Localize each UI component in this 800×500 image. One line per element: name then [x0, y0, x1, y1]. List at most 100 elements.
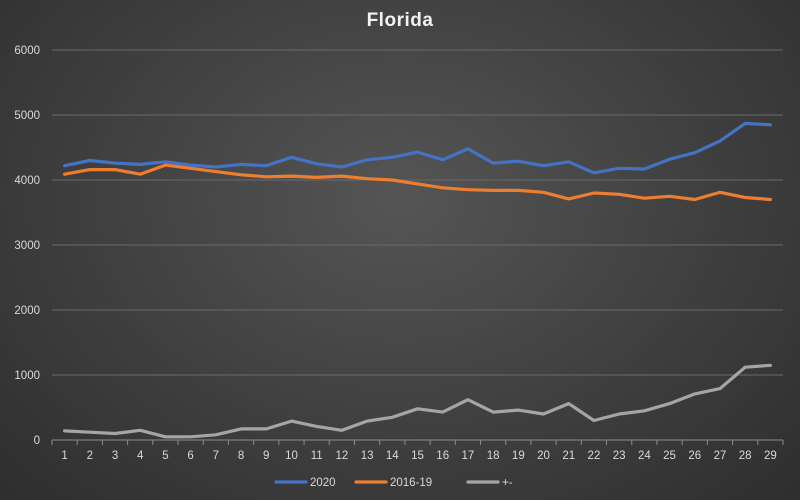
- data-point-2020: [668, 158, 671, 161]
- x-tick-label: 11: [311, 450, 323, 462]
- data-point-2020: [315, 162, 318, 165]
- data-point-2020: [290, 156, 293, 159]
- data-point-2020: [416, 151, 419, 154]
- data-point-diff: [214, 433, 217, 436]
- data-point-2020: [466, 147, 469, 150]
- y-tick-label: 0: [34, 435, 40, 447]
- x-tick-label: 8: [238, 450, 244, 462]
- data-point-2016-19: [643, 197, 646, 200]
- data-point-2016-19: [517, 189, 520, 192]
- x-tick-label: 12: [335, 450, 348, 462]
- data-point-diff: [567, 402, 570, 405]
- data-point-2016-19: [315, 176, 318, 179]
- data-point-2016-19: [114, 168, 117, 171]
- series-lines: [62, 121, 773, 439]
- y-tick-label: 6000: [14, 45, 40, 57]
- data-point-diff: [290, 420, 293, 423]
- data-point-2020: [517, 160, 520, 163]
- data-point-diff: [315, 425, 318, 428]
- series-line-2016-19: [62, 163, 773, 202]
- data-point-diff: [668, 402, 671, 405]
- x-tick-label: 21: [562, 450, 575, 462]
- data-point-2020: [441, 158, 444, 161]
- x-tick-label: 22: [588, 450, 601, 462]
- data-point-diff: [592, 419, 595, 422]
- data-point-2016-19: [366, 177, 369, 180]
- x-tick-label: 25: [663, 450, 676, 462]
- x-tick-label: 14: [386, 450, 399, 462]
- data-point-2020: [744, 122, 747, 125]
- x-tick-label: 1: [61, 450, 67, 462]
- data-point-2020: [643, 167, 646, 170]
- data-point-2016-19: [290, 175, 293, 178]
- data-point-2020: [592, 171, 595, 174]
- data-point-diff: [63, 429, 66, 432]
- data-point-2020: [693, 151, 696, 154]
- data-point-2020: [718, 140, 721, 143]
- data-point-2020: [567, 160, 570, 163]
- x-tick-label: 2: [87, 450, 93, 462]
- data-point-diff: [88, 431, 91, 434]
- data-point-diff: [466, 398, 469, 401]
- data-point-2020: [240, 163, 243, 166]
- x-tick-label: 23: [613, 450, 626, 462]
- data-point-2016-19: [139, 173, 142, 176]
- data-point-diff: [693, 392, 696, 395]
- data-point-2020: [189, 164, 192, 167]
- legend-label-2020: 2020: [310, 477, 336, 489]
- y-tick-label: 5000: [14, 110, 40, 122]
- x-tick-label: 26: [688, 450, 701, 462]
- x-tick-label: 27: [714, 450, 727, 462]
- data-point-2016-19: [391, 179, 394, 182]
- data-point-diff: [492, 411, 495, 414]
- data-point-2020: [391, 156, 394, 159]
- data-point-2016-19: [416, 182, 419, 185]
- data-point-2020: [769, 123, 772, 126]
- data-point-diff: [164, 435, 167, 438]
- data-point-2016-19: [492, 189, 495, 192]
- y-tick-label: 1000: [14, 370, 40, 382]
- data-point-2020: [164, 160, 167, 163]
- data-point-2020: [340, 166, 343, 169]
- x-tick-label: 9: [263, 450, 269, 462]
- gridlines: [52, 49, 783, 376]
- data-point-diff: [391, 416, 394, 419]
- x-tick-label: 13: [361, 450, 374, 462]
- x-tick-label: 3: [112, 450, 118, 462]
- legend-label-2016-19: 2016-19: [390, 477, 432, 489]
- data-point-diff: [265, 427, 268, 430]
- data-point-2016-19: [63, 173, 66, 176]
- data-point-2016-19: [466, 188, 469, 191]
- data-point-diff: [769, 364, 772, 367]
- series-line-2020: [62, 121, 773, 175]
- chart-title: Florida: [366, 10, 434, 31]
- data-point-diff: [189, 435, 192, 438]
- data-point-2020: [542, 164, 545, 167]
- data-point-diff: [366, 420, 369, 423]
- x-tick-label: 24: [638, 450, 651, 462]
- data-point-2016-19: [214, 170, 217, 173]
- data-point-diff: [542, 413, 545, 416]
- data-point-diff: [517, 409, 520, 412]
- data-point-diff: [441, 411, 444, 414]
- data-point-2016-19: [164, 164, 167, 167]
- data-point-diff: [114, 432, 117, 435]
- x-tick-label: 19: [512, 450, 525, 462]
- data-point-2016-19: [189, 167, 192, 170]
- data-point-diff: [744, 366, 747, 369]
- data-point-2020: [214, 166, 217, 169]
- data-point-2016-19: [744, 196, 747, 199]
- data-point-2016-19: [668, 195, 671, 198]
- data-point-diff: [618, 413, 621, 416]
- x-tick-label: 20: [537, 450, 550, 462]
- data-point-2016-19: [441, 186, 444, 189]
- data-point-2020: [618, 167, 621, 170]
- data-point-2020: [88, 159, 91, 162]
- data-point-2020: [366, 158, 369, 161]
- data-point-2016-19: [340, 175, 343, 178]
- data-point-diff: [718, 387, 721, 390]
- x-tick-label: 29: [764, 450, 777, 462]
- x-tick-label: 5: [162, 450, 168, 462]
